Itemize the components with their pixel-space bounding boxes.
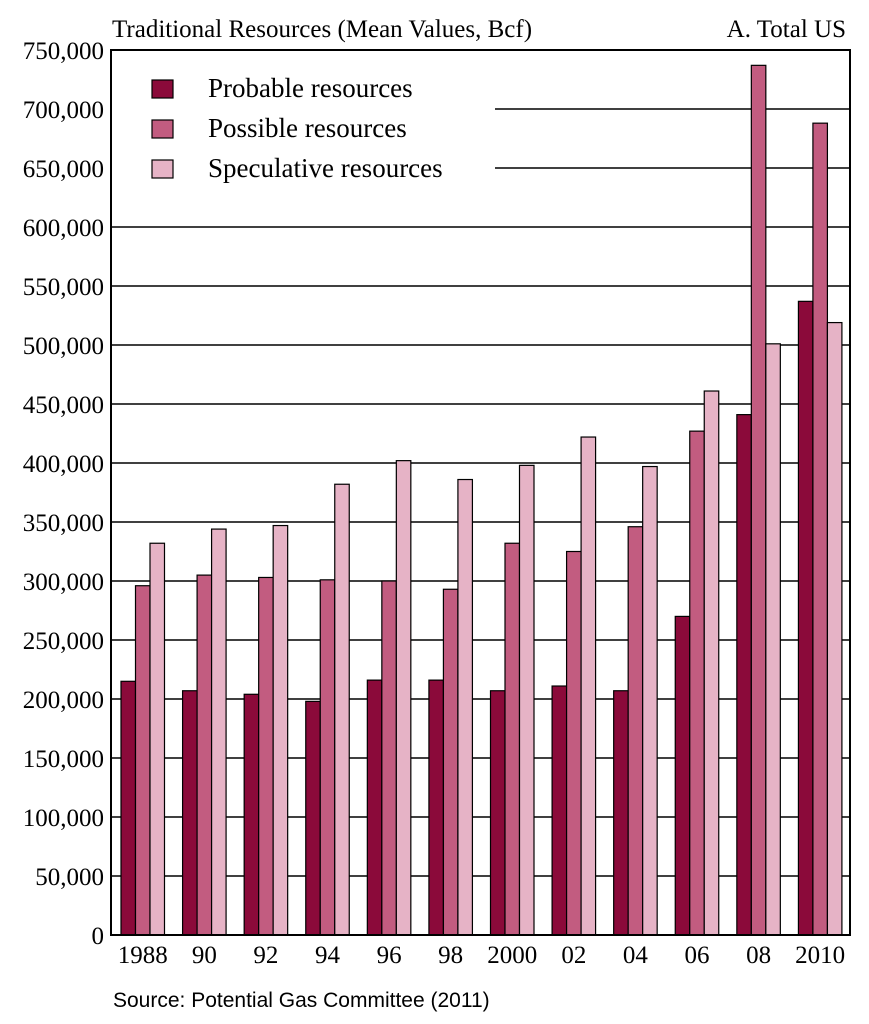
bar-speculative-08 [765, 343, 781, 936]
chart-title: Traditional Resources (Mean Values, Bcf) [112, 16, 532, 43]
x-tick-label: 02 [561, 942, 586, 969]
bar-probable-90 [181, 690, 198, 936]
legend-label: Speculative resources [208, 153, 443, 183]
bar-probable-04 [613, 690, 629, 936]
bar-possible-2010 [812, 122, 829, 936]
plot-frame [110, 49, 851, 936]
bar-possible-08 [750, 64, 767, 936]
bar-possible-90 [196, 574, 213, 936]
x-tick-label: 1988 [118, 942, 168, 969]
bar-speculative-98 [457, 478, 474, 936]
bar-possible-02 [565, 550, 582, 936]
bar-speculative-02 [580, 436, 597, 936]
x-tick-label: 98 [438, 942, 463, 969]
bar-probable-2010 [797, 300, 814, 936]
bar-probable-96 [366, 679, 383, 936]
legend-swatch [151, 79, 174, 99]
bar-possible-92 [258, 576, 274, 936]
x-tick-label: 04 [623, 942, 649, 969]
bars [120, 64, 843, 936]
bar-possible-94 [319, 579, 336, 936]
bar-possible-04 [627, 526, 644, 936]
bar-speculative-90 [210, 528, 227, 936]
x-tick-label: 06 [685, 942, 710, 969]
legend-swatch [151, 159, 174, 179]
x-tick-label: 94 [315, 942, 341, 969]
legend-swatch [151, 119, 174, 139]
bar-possible-1988 [134, 585, 151, 936]
bar-speculative-94 [334, 483, 350, 936]
bar-probable-92 [243, 693, 260, 936]
y-tick-label: 300,000 [23, 569, 104, 596]
x-tick-label: 2000 [487, 942, 537, 969]
bar-probable-1988 [120, 680, 137, 936]
legend-label: Possible resources [208, 113, 407, 143]
y-tick-label: 450,000 [23, 392, 104, 419]
source-note: Source: Potential Gas Committee (2011) [113, 989, 490, 1012]
bar-speculative-96 [395, 460, 412, 936]
bar-possible-96 [381, 580, 397, 936]
bar-probable-02 [551, 685, 568, 936]
x-tick-label: 92 [253, 942, 278, 969]
bar-speculative-2000 [518, 464, 535, 936]
bar-possible-06 [689, 430, 705, 936]
bar-probable-06 [674, 615, 691, 936]
y-tick-label: 100,000 [23, 805, 104, 832]
y-tick-label: 150,000 [23, 746, 104, 773]
y-axis-ticks: 0 50,000 100,000 150,000 200,000 250,000 300,0… [23, 38, 104, 950]
x-tick-label: 96 [377, 942, 402, 969]
panel-label: A. Total US [727, 16, 846, 43]
gridlines [111, 108, 850, 877]
x-tick-label: 90 [192, 942, 217, 969]
y-tick-label: 350,000 [23, 510, 104, 537]
bar-speculative-1988 [149, 542, 166, 936]
bar-possible-2000 [504, 542, 521, 936]
bar-possible-98 [442, 588, 459, 936]
y-tick-label: 650,000 [23, 156, 104, 183]
bar-speculative-04 [642, 465, 658, 936]
y-tick-label: 550,000 [23, 274, 104, 301]
x-axis-ticks: 1988 90 92 94 96 98 2000 02 04 06 08 2010 [118, 942, 845, 969]
y-tick-label: 400,000 [23, 451, 104, 478]
bar-speculative-06 [703, 390, 720, 936]
legend: Probable resources Possible resources Spec… [151, 73, 443, 183]
bar-probable-08 [736, 414, 752, 936]
bar-probable-98 [428, 679, 445, 936]
y-tick-label: 250,000 [23, 628, 104, 655]
y-tick-label: 750,000 [23, 38, 104, 65]
bar-speculative-92 [272, 524, 289, 936]
y-tick-label: 700,000 [23, 97, 104, 124]
x-tick-label: 2010 [795, 942, 845, 969]
legend-label: Probable resources [208, 73, 413, 103]
x-tick-label: 08 [746, 942, 771, 969]
y-tick-label: 600,000 [23, 215, 104, 242]
y-tick-label: 50,000 [35, 864, 104, 891]
bar-probable-94 [305, 700, 321, 936]
y-tick-label: 200,000 [23, 687, 104, 714]
bar-speculative-2010 [826, 321, 843, 936]
y-tick-label: 0 [92, 923, 105, 950]
y-tick-label: 500,000 [23, 333, 104, 360]
bar-probable-2000 [489, 690, 506, 936]
